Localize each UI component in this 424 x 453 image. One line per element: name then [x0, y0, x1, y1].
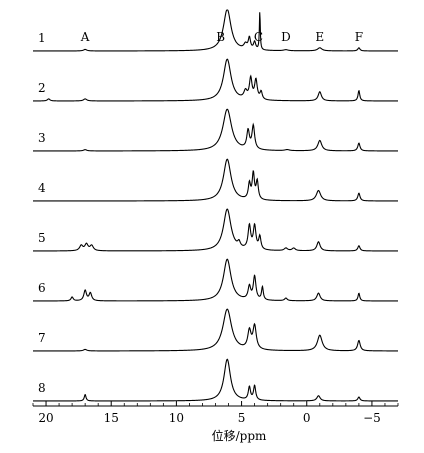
spectrum-line-4: [33, 158, 398, 202]
spectrum-label-2: 2: [38, 81, 46, 95]
labels-layer: A B C D E F: [80, 30, 363, 44]
spectrum-8: 8: [33, 358, 398, 402]
peak-label-B: B: [216, 30, 225, 44]
peak-label-A: A: [80, 30, 90, 44]
spectrum-label-6: 6: [38, 281, 46, 295]
x-tick-label: −5: [363, 411, 381, 425]
peak-label-F: F: [355, 30, 363, 44]
x-tick-label: 20: [38, 411, 53, 425]
spectrum-line-5: [33, 208, 398, 252]
spectrum-line-2: [33, 58, 398, 102]
spectra-layer: 1 2 3 4 5 6 7 8: [32, 9, 398, 402]
spectrum-2: 2: [33, 58, 398, 102]
spectrum-label-7: 7: [38, 331, 46, 345]
x-tick-label: 0: [303, 411, 311, 425]
spectrum-line-6: [33, 258, 398, 302]
spectrum-6: 6: [33, 258, 398, 302]
x-tick-label: 10: [169, 411, 184, 425]
x-axis-title: 位移/ppm: [212, 428, 267, 443]
spectrum-label-5: 5: [38, 231, 46, 245]
spectrum-label-1: 1: [38, 31, 46, 45]
x-axis: 20 15 10 5 0 −5: [32, 401, 399, 425]
spectrum-7: 7: [33, 308, 398, 352]
spectrum-label-3: 3: [38, 131, 46, 145]
spectrum-label-4: 4: [38, 181, 46, 195]
peak-label-D: D: [281, 30, 291, 44]
x-tick-label: 15: [104, 411, 119, 425]
spectrum-line-3: [32, 108, 398, 152]
peak-label-E: E: [315, 30, 324, 44]
spectrum-3: 3: [32, 108, 398, 152]
spectrum-4: 4: [33, 158, 398, 202]
peak-label-C: C: [254, 30, 263, 44]
x-tick-label: 5: [238, 411, 246, 425]
spectrum-line-8: [33, 358, 398, 402]
spectrum-1: 1: [33, 9, 398, 52]
spectrum-label-8: 8: [38, 381, 46, 395]
spectrum-line-1: [33, 9, 398, 52]
spectrum-5: 5: [33, 208, 398, 252]
spectrum-line-7: [33, 308, 398, 352]
